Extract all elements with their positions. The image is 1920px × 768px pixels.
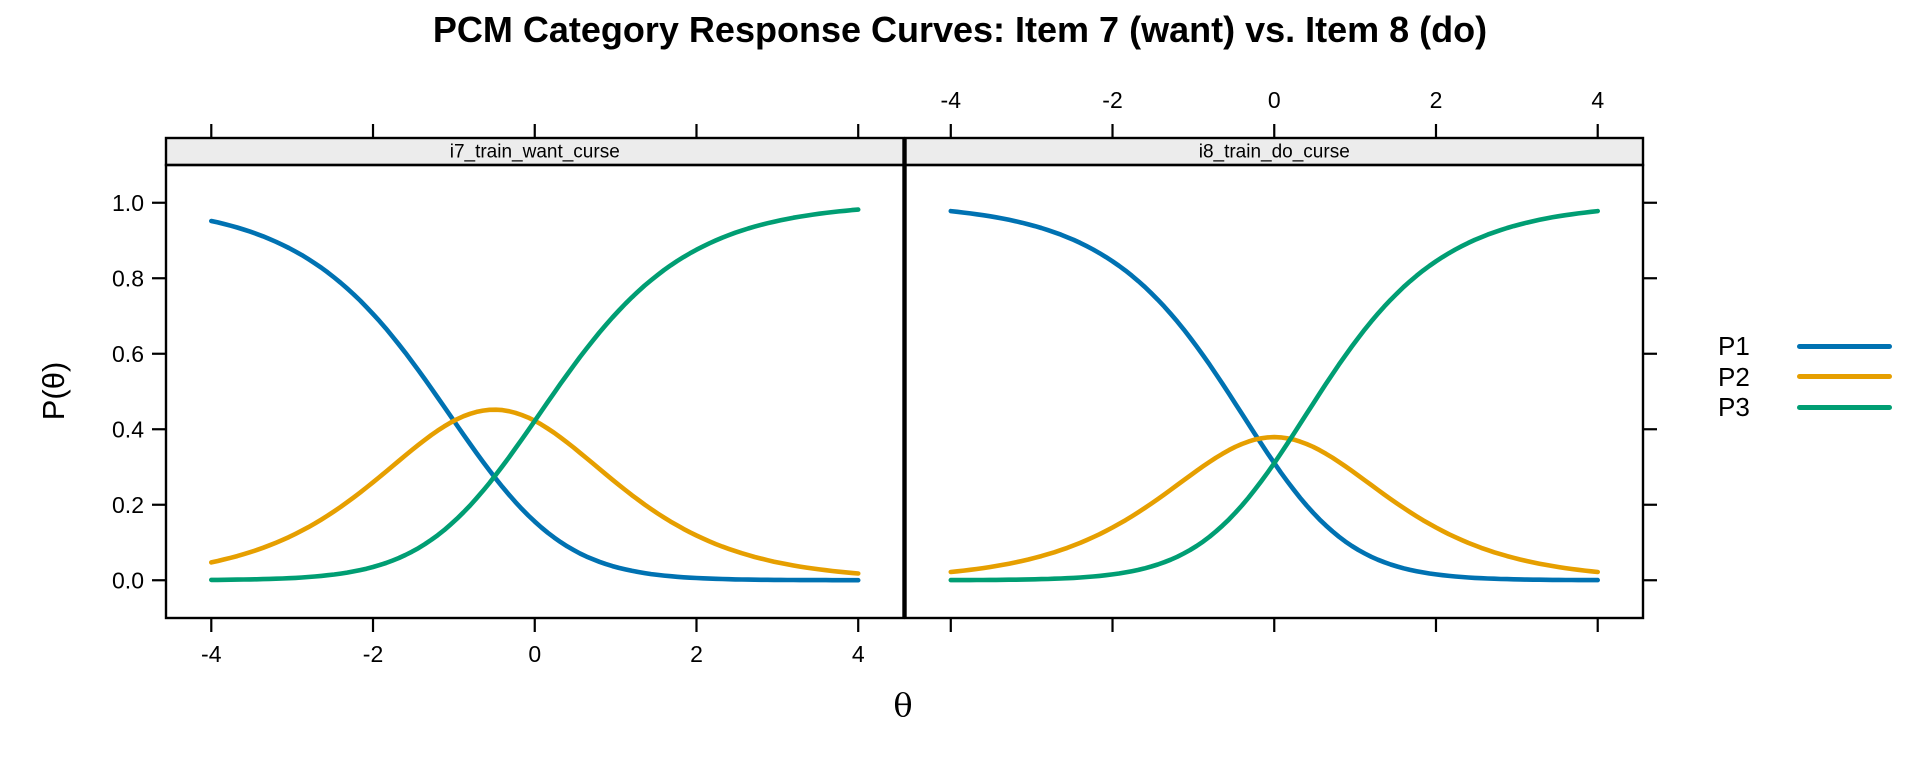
x-tick-label-top: -2 xyxy=(1102,87,1122,113)
strip-label: i8_train_do_curse xyxy=(1199,142,1350,163)
x-axis-label: θ xyxy=(893,686,913,724)
crc-curve-p1-panel1 xyxy=(209,218,861,583)
legend-line-swatch xyxy=(1797,343,1892,349)
strip-label: i7_train_want_curse xyxy=(450,142,620,163)
legend-entry-p2: P2 xyxy=(1718,362,1892,393)
x-tick-label-top: 0 xyxy=(1268,87,1281,113)
x-tick-label-top: 4 xyxy=(1591,87,1604,113)
x-tick-label-bottom: 2 xyxy=(690,641,703,667)
legend-line-swatch xyxy=(1797,404,1892,410)
x-tick-label-bottom: 4 xyxy=(852,641,865,667)
crc-curve-p2-panel1 xyxy=(209,407,861,576)
panel-frame-1 xyxy=(164,163,905,620)
crc-curve-p1-panel2 xyxy=(948,208,1600,583)
y-tick-label: 1.0 xyxy=(112,190,144,216)
x-tick-label-bottom: -2 xyxy=(363,641,383,667)
crc-curve-p3-panel1 xyxy=(209,207,861,583)
y-tick-label: 0.2 xyxy=(112,492,144,518)
y-tick-label: 0.6 xyxy=(112,341,144,367)
panel-frame-2 xyxy=(904,163,1645,620)
y-tick-label: 0.4 xyxy=(112,416,144,442)
legend-entry-p1: P1 xyxy=(1718,331,1892,362)
x-tick-label-top: -4 xyxy=(941,87,962,113)
legend-label: P1 xyxy=(1718,331,1750,362)
legend-label: P2 xyxy=(1718,361,1750,392)
chart-title: PCM Category Response Curves: Item 7 (wa… xyxy=(432,9,1488,50)
y-tick-label: 0.0 xyxy=(112,567,144,593)
legend-line-swatch xyxy=(1797,374,1892,380)
strip-1 xyxy=(164,136,905,167)
x-tick-label-top: 2 xyxy=(1430,87,1443,113)
legend: P1 P2 P3 xyxy=(1718,331,1892,423)
y-tick-label: 0.8 xyxy=(112,265,144,291)
crc-curve-p2-panel2 xyxy=(948,434,1600,575)
legend-label: P3 xyxy=(1718,392,1750,423)
x-tick-label-bottom: 0 xyxy=(528,641,541,667)
legend-entry-p3: P3 xyxy=(1718,392,1892,423)
x-tick-label-bottom: -4 xyxy=(201,641,222,667)
crc-curve-p3-panel2 xyxy=(948,208,1600,583)
y-axis-label: P(θ) xyxy=(36,361,71,421)
